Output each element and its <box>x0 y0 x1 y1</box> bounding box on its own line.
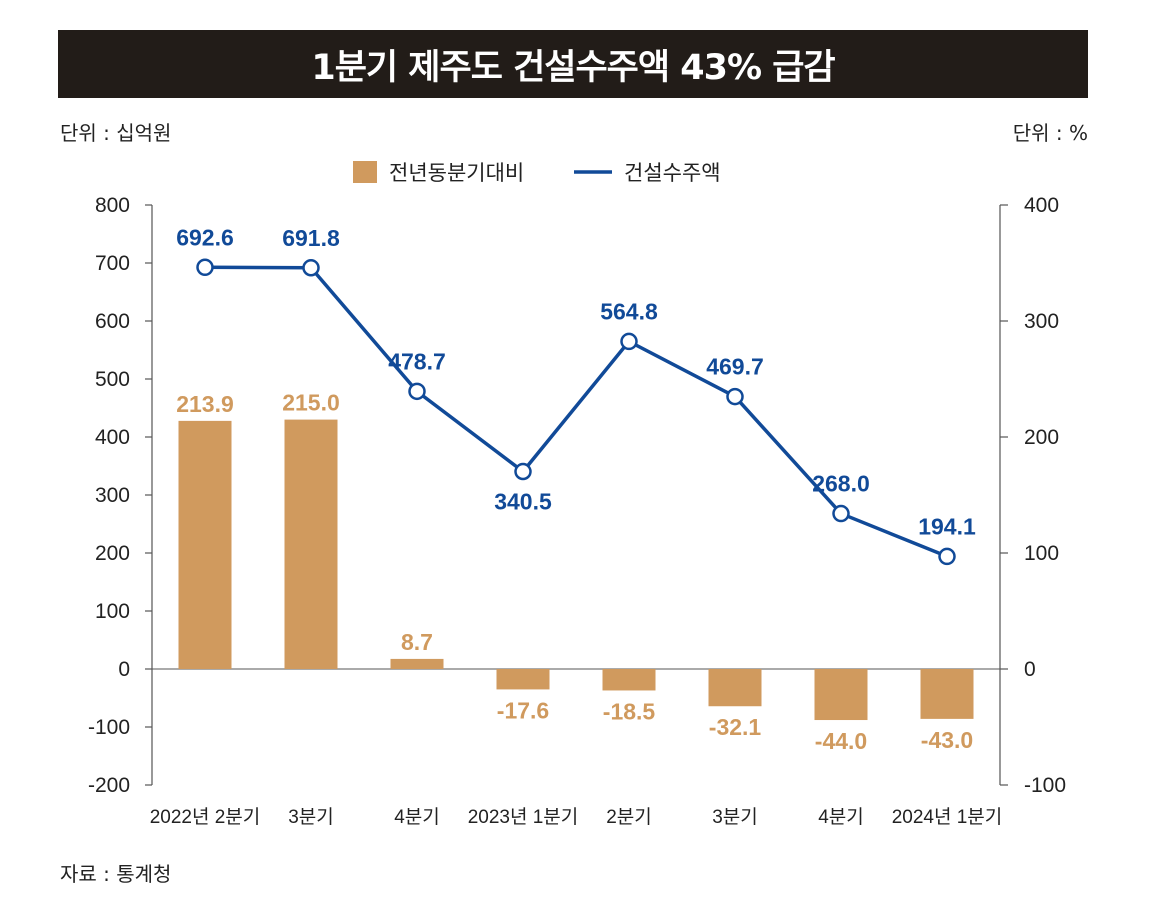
bar-data-label: -44.0 <box>815 728 867 754</box>
left-axis-tick-label: 0 <box>118 658 130 681</box>
chart-title: 1분기 제주도 건설수주액 43% 급감 <box>311 47 835 88</box>
left-axis-tick-label: 800 <box>95 194 130 217</box>
bar <box>814 669 868 721</box>
bar <box>920 669 974 719</box>
line-data-label: 478.7 <box>388 348 446 374</box>
bar-data-label: 213.9 <box>176 391 234 417</box>
right-axis-tick-label: 200 <box>1024 426 1059 449</box>
x-axis-category-label: 4분기 <box>394 806 440 828</box>
left-axis-tick-label: 400 <box>95 426 130 449</box>
right-axis-tick-label: 0 <box>1024 658 1036 681</box>
line-data-label: 268.0 <box>812 471 870 497</box>
bar-data-label: 215.0 <box>282 390 340 416</box>
left-axis-tick-label: 700 <box>95 252 130 275</box>
bar <box>708 669 762 707</box>
bar <box>284 419 338 669</box>
left-axis-unit: 단위 : 십억원 <box>60 121 172 145</box>
bar-data-label: -18.5 <box>603 698 656 724</box>
line-point <box>938 547 956 566</box>
left-axis-tick-label: 200 <box>95 542 130 565</box>
right-axis-tick-label: 100 <box>1024 542 1059 565</box>
line-point <box>408 382 426 401</box>
line-data-label: 194.1 <box>918 513 976 539</box>
bar <box>390 658 444 669</box>
legend-bar-label: 전년동분기대비 <box>389 162 524 185</box>
x-axis-category-label: 2022년 2분기 <box>150 806 261 828</box>
left-axis-tick-label: 600 <box>95 310 130 333</box>
bar-data-label: -32.1 <box>709 714 762 740</box>
line-data-label: 564.8 <box>600 298 658 324</box>
line-data-label: 691.8 <box>282 225 340 251</box>
bar <box>178 420 232 669</box>
left-axis-tick-label: 500 <box>95 368 130 391</box>
x-axis-category-label: 2024년 1분기 <box>892 806 1003 828</box>
left-axis-tick-label: 100 <box>95 600 130 623</box>
legend-bar-swatch <box>353 161 377 183</box>
left-axis-tick-label: 300 <box>95 484 130 507</box>
line-point <box>726 387 744 406</box>
line-point <box>514 462 532 481</box>
line-point <box>302 259 320 277</box>
x-axis-category-label: 2023년 1분기 <box>468 806 579 828</box>
bar-data-label: -17.6 <box>497 697 549 723</box>
right-axis-tick-label: -100 <box>1024 774 1066 797</box>
bar-data-label: 8.7 <box>401 629 433 655</box>
x-axis-category-label: 3분기 <box>288 806 334 828</box>
line-series <box>204 265 948 559</box>
x-axis-category-label: 3분기 <box>712 806 758 828</box>
line-point <box>196 258 214 277</box>
line-data-label: 340.5 <box>494 489 552 515</box>
legend-line-label: 건설수주액 <box>624 162 721 185</box>
bar <box>602 669 656 691</box>
right-axis-tick-label: 400 <box>1024 194 1059 217</box>
chart-title-bar: 1분기 제주도 건설수주액 43% 급감 <box>58 30 1088 98</box>
bar <box>496 669 550 690</box>
line-point <box>832 504 850 523</box>
x-axis-category-label: 2분기 <box>606 806 652 828</box>
source-note: 자료 : 통계청 <box>60 862 172 886</box>
line-data-label: 692.6 <box>176 224 234 250</box>
right-axis-unit: 단위 : % <box>1012 121 1088 145</box>
line-data-label: 469.7 <box>706 354 764 380</box>
line-point <box>620 332 638 351</box>
right-axis-tick-label: 300 <box>1024 310 1059 333</box>
left-axis-tick-label: -100 <box>88 716 130 739</box>
left-axis-tick-label: -200 <box>88 774 130 797</box>
x-axis-category-label: 4분기 <box>818 806 864 828</box>
bar-data-label: -43.0 <box>921 727 973 753</box>
